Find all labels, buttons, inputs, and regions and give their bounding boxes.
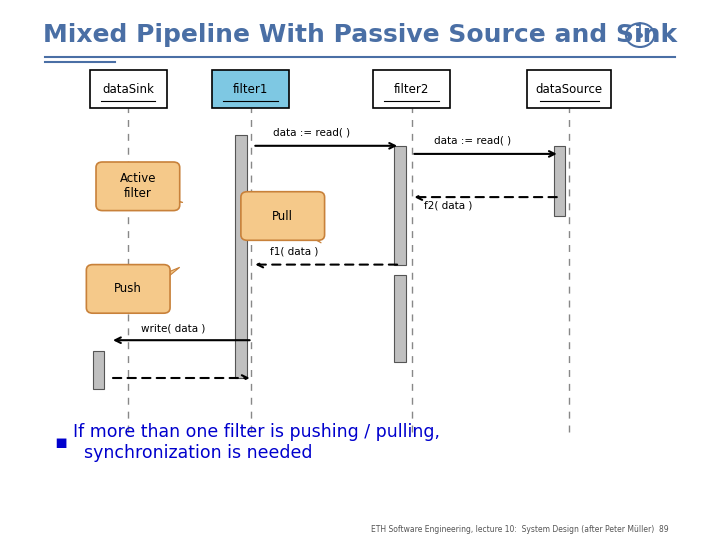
FancyBboxPatch shape — [235, 135, 247, 378]
Text: filter2: filter2 — [394, 83, 429, 96]
FancyBboxPatch shape — [394, 146, 405, 265]
Text: Mixed Pipeline With Passive Source and Sink: Mixed Pipeline With Passive Source and S… — [43, 23, 677, 47]
Text: Active
filter: Active filter — [120, 172, 156, 200]
FancyBboxPatch shape — [528, 70, 611, 108]
Text: Push: Push — [114, 282, 142, 295]
FancyBboxPatch shape — [96, 162, 180, 211]
Text: f2( data ): f2( data ) — [424, 200, 473, 210]
Text: Pull: Pull — [272, 210, 293, 222]
Text: data := read( ): data := read( ) — [273, 127, 350, 138]
FancyBboxPatch shape — [212, 70, 289, 108]
Text: If more than one filter is pushing / pulling,
  synchronization is needed: If more than one filter is pushing / pul… — [73, 423, 441, 462]
FancyBboxPatch shape — [93, 351, 104, 389]
Text: write( data ): write( data ) — [141, 323, 205, 333]
FancyBboxPatch shape — [554, 146, 565, 216]
Text: filter1: filter1 — [233, 83, 269, 96]
Text: data := read( ): data := read( ) — [434, 136, 511, 146]
Text: dataSource: dataSource — [536, 83, 603, 96]
Text: f1( data ): f1( data ) — [270, 246, 318, 256]
Text: ETH Software Engineering, lecture 10:  System Design (after Peter Müller)  89: ETH Software Engineering, lecture 10: Sy… — [372, 524, 669, 534]
FancyBboxPatch shape — [373, 70, 450, 108]
FancyBboxPatch shape — [89, 70, 167, 108]
Polygon shape — [144, 267, 180, 291]
Text: dataSink: dataSink — [102, 83, 154, 96]
Polygon shape — [151, 191, 183, 202]
FancyBboxPatch shape — [86, 265, 170, 313]
Text: ▪: ▪ — [54, 433, 68, 453]
Polygon shape — [294, 224, 321, 243]
FancyBboxPatch shape — [241, 192, 325, 240]
FancyBboxPatch shape — [394, 275, 405, 362]
